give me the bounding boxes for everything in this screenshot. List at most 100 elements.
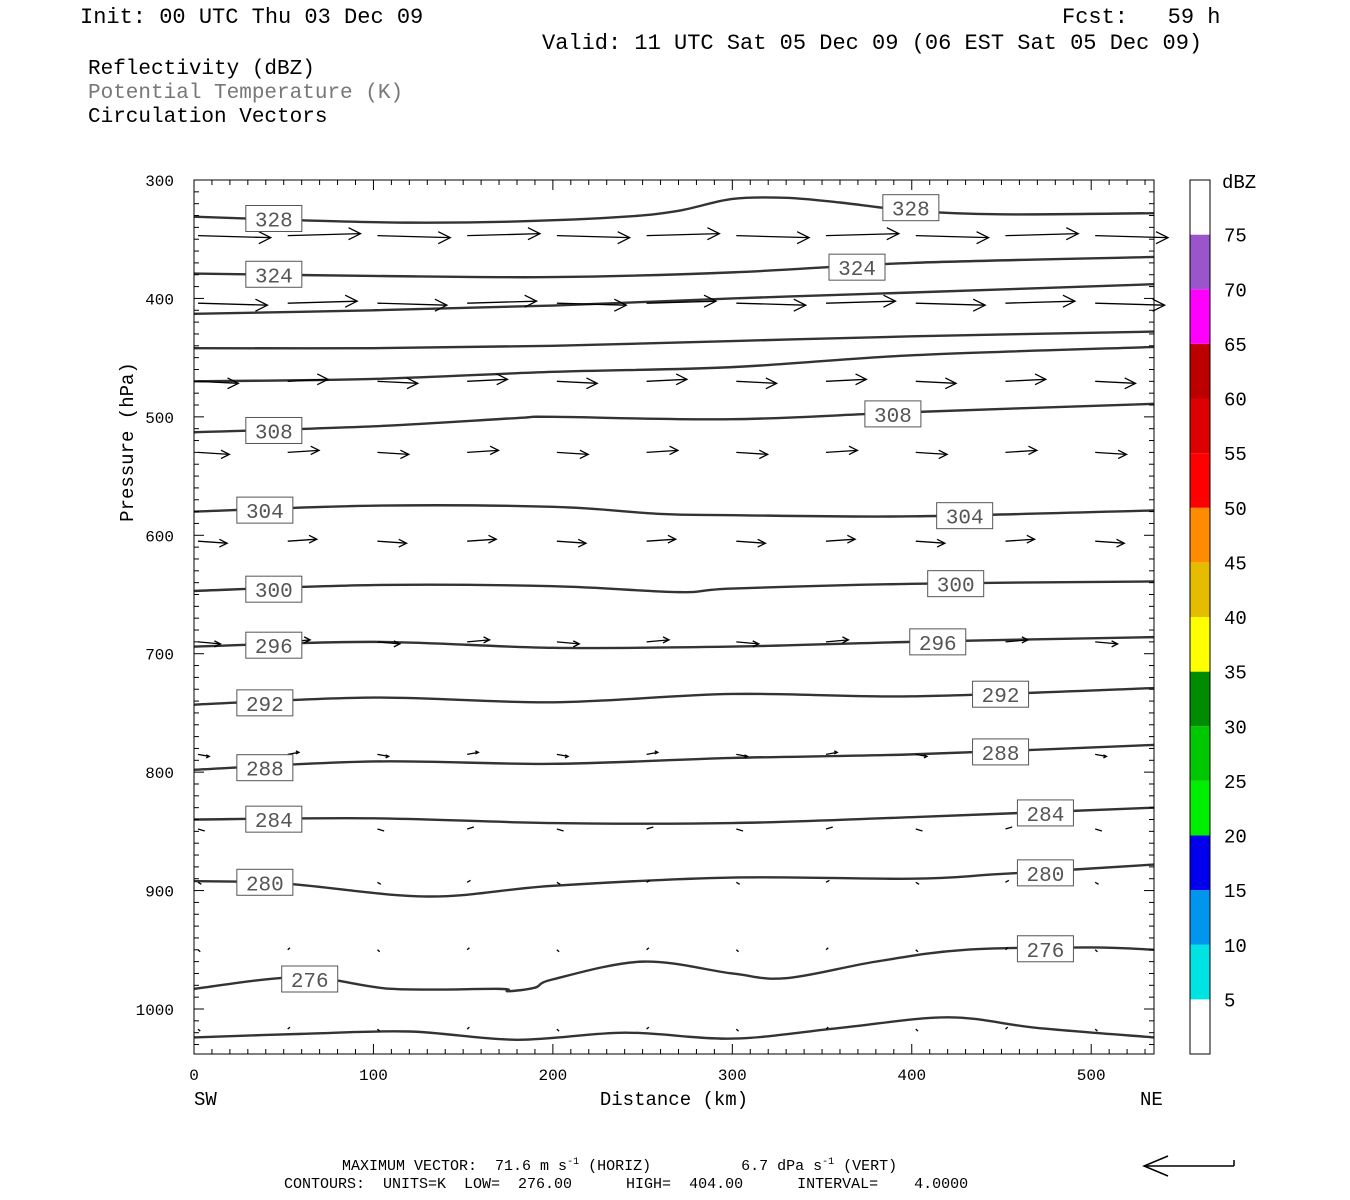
theta-contour-272 <box>193 1016 1155 1041</box>
wind-vector-head <box>1152 298 1167 312</box>
wind-vector-head <box>883 294 897 308</box>
wind-vector-head <box>833 750 839 755</box>
theta-contour-292 <box>193 686 1155 706</box>
wind-vector-head <box>344 294 359 308</box>
wind-vector <box>1005 826 1013 830</box>
theta-contour-308 <box>193 402 1155 434</box>
wind-vector <box>377 1028 381 1032</box>
theta-contour-328 <box>193 196 1155 224</box>
wind-vector <box>915 828 923 832</box>
wind-vector-head <box>662 636 671 644</box>
wind-vector <box>825 879 830 883</box>
wind-vector <box>915 1028 919 1032</box>
y-tick-label: 500 <box>145 410 174 428</box>
y-tick-label: 1000 <box>136 1002 174 1020</box>
wind-vector <box>736 451 768 456</box>
wind-vector-head <box>1103 754 1108 759</box>
contour-label: 280 <box>1027 865 1065 888</box>
wind-vector <box>736 302 806 306</box>
wind-vector <box>197 451 230 456</box>
colorbar-bin <box>1190 617 1210 672</box>
wind-vector <box>1005 233 1079 237</box>
wind-vector <box>1005 378 1046 382</box>
wind-vector <box>556 949 560 953</box>
wind-vector-head <box>385 754 391 759</box>
wind-vector <box>287 233 361 237</box>
contour-label-box <box>236 754 294 782</box>
contour-label: 284 <box>255 811 293 834</box>
wind-vector <box>915 302 986 306</box>
theta-contour-280 <box>193 863 1155 898</box>
valid-time: Valid: 11 UTC Sat 05 Dec 09 (06 EST Sat … <box>542 31 1203 56</box>
colorbar-bin <box>1190 671 1210 727</box>
colorbar-tick-label: 55 <box>1224 444 1247 466</box>
y-tick-label: 800 <box>145 765 174 783</box>
wind-vector <box>915 540 945 544</box>
wind-vector-head <box>765 377 779 390</box>
colorbar-bin <box>1190 507 1210 563</box>
wind-vector <box>825 538 856 542</box>
wind-vector <box>736 380 777 384</box>
contour-label: 304 <box>946 508 984 531</box>
colorbar-bin <box>1190 343 1210 399</box>
wind-vector-head <box>667 534 678 544</box>
wind-vector-head <box>752 640 761 648</box>
wind-vector-head <box>796 231 811 245</box>
wind-vector-head <box>434 298 449 312</box>
contour-label-box <box>245 631 303 659</box>
contour-label: 292 <box>246 695 284 718</box>
wind-vector <box>197 235 271 239</box>
wind-vector <box>736 641 759 645</box>
circulation-vectors <box>197 227 1170 1032</box>
wind-vector <box>915 235 989 239</box>
y-tick-label: 600 <box>145 528 174 546</box>
init-time: Init: 00 UTC Thu 03 Dec 09 <box>80 5 424 30</box>
wind-vector-head <box>489 445 500 456</box>
contour-label-box <box>1016 935 1074 963</box>
contour-label: 328 <box>255 210 293 233</box>
contour-label: 292 <box>982 686 1020 709</box>
wind-vector <box>556 235 630 239</box>
wind-vector-head <box>1111 640 1120 648</box>
wind-vector-head <box>757 538 767 548</box>
wind-vector-head <box>524 294 539 308</box>
wind-vector <box>915 881 920 885</box>
wind-vector <box>466 879 471 883</box>
wind-vector-head <box>793 298 808 312</box>
field-circulation-vectors: Circulation Vectors <box>88 106 328 129</box>
contour-label-box <box>236 689 294 717</box>
wind-vector-head <box>586 377 599 390</box>
wind-vector <box>1005 449 1037 454</box>
wind-vector <box>736 540 766 544</box>
wind-vector <box>825 449 858 454</box>
colorbar-bin <box>1190 562 1210 617</box>
wind-vector-head <box>944 377 958 390</box>
contour-label: 308 <box>874 406 912 429</box>
wind-vector <box>466 826 475 830</box>
theta-contour-288 <box>193 743 1155 771</box>
contour-label-box <box>245 575 303 603</box>
wind-vector-head <box>848 445 859 456</box>
wind-vector-head <box>1026 534 1037 544</box>
colorbar-tick-label: 25 <box>1224 772 1247 794</box>
wind-vector-head <box>577 538 588 548</box>
wind-vector-head <box>1065 227 1080 241</box>
colorbar-tick-label: 40 <box>1224 608 1247 630</box>
wind-vector <box>466 1026 470 1030</box>
contour-label: 324 <box>255 266 293 289</box>
contour-label-box <box>972 680 1030 708</box>
x-tick-label: 0 <box>189 1067 199 1085</box>
wind-vector <box>646 233 720 237</box>
wind-vector <box>197 881 202 885</box>
wind-vector <box>1095 540 1125 544</box>
wind-vector <box>377 235 451 239</box>
colorbar-title: dBZ <box>1222 172 1256 194</box>
wind-vector <box>1095 235 1169 239</box>
contour-label: 300 <box>255 581 293 604</box>
theta-contour-304 <box>193 504 1155 518</box>
theta-contour-324 <box>193 255 1155 279</box>
contour-label: 276 <box>1027 941 1065 964</box>
contour-label: 296 <box>255 637 293 660</box>
wind-vector <box>825 947 829 951</box>
wind-vector-head <box>475 750 480 755</box>
